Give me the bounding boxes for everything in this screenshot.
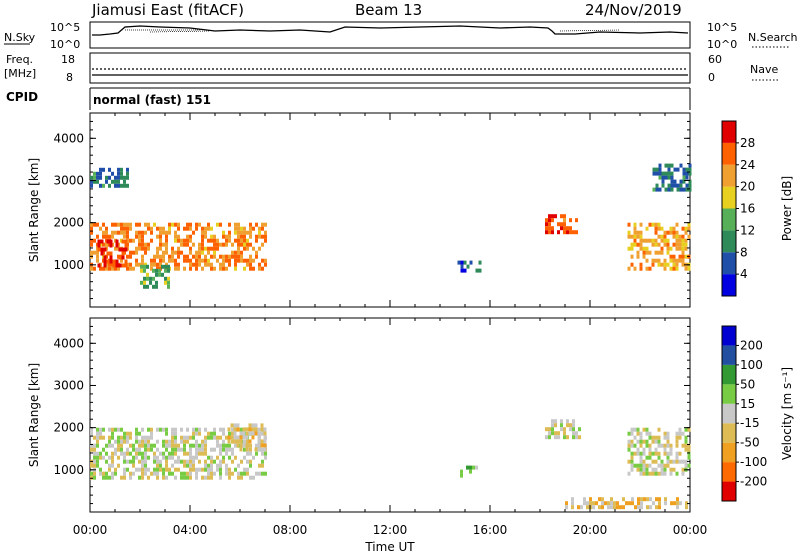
colorbar-segment (722, 403, 736, 424)
colorbar-segment (722, 364, 736, 385)
data-region-velocity-0 (90, 427, 267, 480)
colorbar-segment (722, 462, 736, 482)
data-region-power-4 (457, 260, 482, 273)
cpid-value: normal (fast) 151 (93, 93, 211, 107)
colorbar-segment (722, 442, 736, 463)
colorbar-tick-label: -100 (740, 455, 767, 469)
colorbar-segment (722, 121, 736, 143)
nsearch-label: N.Search (748, 31, 798, 44)
colorbar-tick-label: 16 (740, 202, 755, 216)
x-tick-label: 20:00 (573, 523, 608, 537)
colorbar-segment (722, 481, 736, 501)
colorbar-segment (722, 186, 736, 209)
freq-top-tick: 18 (61, 53, 75, 66)
nsky-label: N.Sky (4, 31, 36, 44)
station-title: Jiamusi East (fitACF) (91, 1, 244, 19)
data-region-velocity-2 (460, 465, 478, 478)
nave-label: Nave (750, 63, 778, 76)
y-axis-label: Slant Range [km] (27, 363, 41, 467)
nsky-scatter (125, 29, 621, 33)
nsky-trace (92, 25, 689, 36)
date-title: 24/Nov/2019 (585, 1, 682, 19)
nsearch-top-tick: 10^5 (707, 21, 737, 34)
x-tick-label: 16:00 (473, 523, 508, 537)
y-tick-label: 3000 (53, 173, 84, 187)
freq-unit: [MHz] (4, 67, 36, 80)
nsky-strip-frame (89, 21, 691, 49)
colorbar-tick-label: -50 (740, 436, 760, 450)
panel-frame-velocity (89, 317, 691, 513)
nave-bottom-tick: 0 (708, 71, 715, 84)
colorbar-tick-label: 15 (740, 397, 755, 411)
colorbar-tick-label: 12 (740, 223, 755, 237)
y-tick-label: 4000 (53, 336, 84, 350)
colorbar-segment (722, 423, 736, 443)
colorbar-tick-label: 4 (740, 267, 748, 281)
y-tick-label: 1000 (53, 463, 84, 477)
colorbar-label: Power [dB] (780, 176, 794, 241)
data-region-power-7 (652, 163, 692, 192)
nave-top-tick: 60 (708, 53, 722, 66)
colorbar-label: Velocity [m s⁻¹] (780, 367, 794, 460)
panel-frame-power (89, 112, 691, 308)
freq-label: Freq. (6, 53, 33, 66)
colorbar-tick-label: -200 (740, 475, 767, 489)
colorbar-tick-label: 200 (740, 338, 763, 352)
y-tick-label: 1000 (53, 258, 84, 272)
x-axis-label: Time UT (364, 540, 415, 554)
freq-bottom-tick: 8 (66, 71, 73, 84)
nsky-top-tick: 10^5 (50, 21, 80, 34)
x-tick-label: 00:00 (73, 523, 108, 537)
colorbar-tick-label: 50 (740, 377, 755, 391)
data-region-power-3 (90, 167, 129, 188)
colorbar-frame (721, 325, 737, 502)
data-region-power-1 (97, 239, 128, 268)
colorbar-tick-label: 28 (740, 136, 755, 150)
beam-title: Beam 13 (355, 1, 422, 19)
data-region-power-5 (545, 214, 578, 235)
y-axis-label: Slant Range [km] (27, 158, 41, 262)
colorbar-tick-label: 20 (740, 180, 755, 194)
y-tick-label: 2000 (53, 216, 84, 230)
nsearch-bottom-tick: 10^0 (707, 38, 737, 51)
colorbar-tick-label: -15 (740, 416, 760, 430)
colorbar-segment (722, 230, 736, 253)
y-tick-label: 3000 (53, 378, 84, 392)
x-tick-label: 08:00 (273, 523, 308, 537)
x-tick-label: 04:00 (173, 523, 208, 537)
freq-strip-frame (89, 52, 691, 84)
cpid-label: CPID (6, 90, 38, 104)
data-region-velocity-4 (627, 427, 691, 476)
y-tick-label: 4000 (53, 131, 84, 145)
colorbar-segment (722, 164, 736, 187)
x-tick-label: 12:00 (373, 523, 408, 537)
data-region-power-6 (627, 222, 691, 271)
colorbar-tick-label: 24 (740, 158, 755, 172)
x-tick-label: 00:00 (673, 523, 708, 537)
nsky-bottom-tick: 10^0 (50, 38, 80, 51)
data-region-velocity-3 (545, 419, 581, 440)
data-region-power-2 (140, 264, 170, 289)
colorbar-tick-label: 100 (740, 358, 763, 372)
data-region-velocity-5 (565, 497, 688, 510)
data-region-velocity-1 (227, 423, 267, 452)
colorbar-segment (722, 142, 736, 165)
colorbar-tick-label: 8 (740, 245, 748, 259)
colorbar-segment (722, 345, 736, 365)
colorbar-segment (722, 384, 736, 404)
colorbar-segment (722, 208, 736, 231)
colorbar-segment (722, 252, 736, 275)
colorbar-segment (722, 326, 736, 346)
colorbar-segment (722, 274, 736, 296)
y-tick-label: 2000 (53, 421, 84, 435)
